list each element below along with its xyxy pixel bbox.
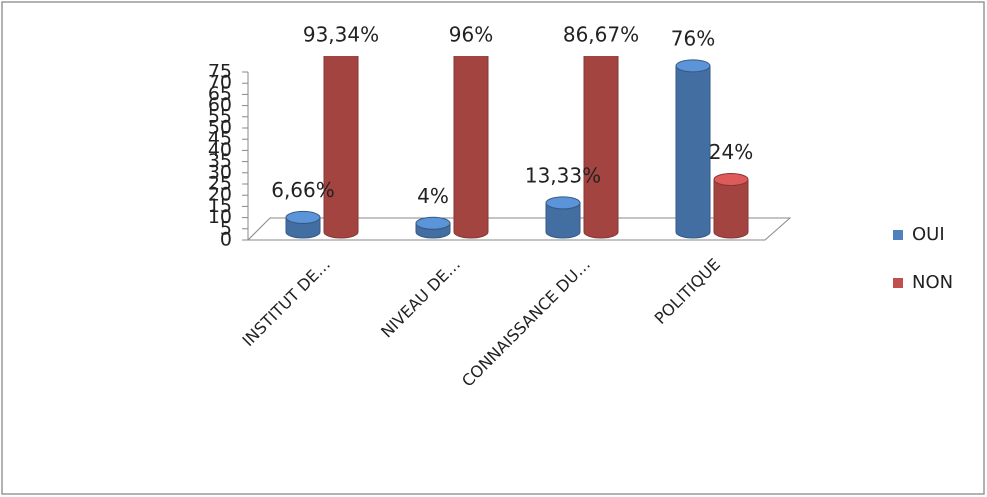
y-tick-label: 30 — [208, 161, 232, 183]
y-tick-label: 45 — [208, 128, 232, 150]
data-label: 96% — [449, 23, 493, 47]
y-tick-label: 10 — [208, 206, 232, 228]
data-label: 24% — [709, 140, 753, 164]
legend-label: OUI — [912, 224, 945, 245]
bar-top — [285, 210, 321, 224]
y-tick-label: 60 — [208, 94, 232, 116]
data-label: 13,33% — [525, 163, 601, 187]
y-tick-label: 20 — [208, 184, 232, 206]
bar — [453, 56, 489, 239]
bar — [323, 56, 359, 239]
bar-top — [713, 173, 749, 187]
y-tick-label: 50 — [208, 117, 232, 139]
legend-swatch — [893, 230, 903, 240]
y-tick-label: 15 — [208, 195, 232, 217]
bar — [583, 56, 619, 239]
y-tick-label: 0 — [220, 229, 232, 251]
bar — [675, 65, 711, 239]
floor — [246, 217, 792, 241]
y-tick-label: 65 — [208, 83, 232, 105]
data-label: 93,34% — [303, 23, 379, 47]
y-tick-label: 35 — [208, 150, 232, 172]
y-tick-label: 25 — [208, 173, 232, 195]
data-label: 4% — [417, 184, 449, 208]
y-tick-label: 55 — [208, 105, 232, 127]
data-label: 76% — [671, 26, 715, 50]
bar-top — [545, 196, 581, 210]
bar-top — [675, 59, 711, 73]
data-label: 6,66% — [271, 178, 335, 202]
bar — [713, 179, 749, 239]
y-tick-label: 75 — [208, 61, 232, 83]
data-label: 86,67% — [563, 23, 639, 47]
y-tick-label: 5 — [220, 217, 232, 239]
y-tick-label: 70 — [208, 72, 232, 94]
legend-label: NON — [912, 272, 953, 293]
bar-top — [415, 216, 451, 230]
legend-swatch — [893, 278, 903, 288]
y-tick-label: 40 — [208, 139, 232, 161]
